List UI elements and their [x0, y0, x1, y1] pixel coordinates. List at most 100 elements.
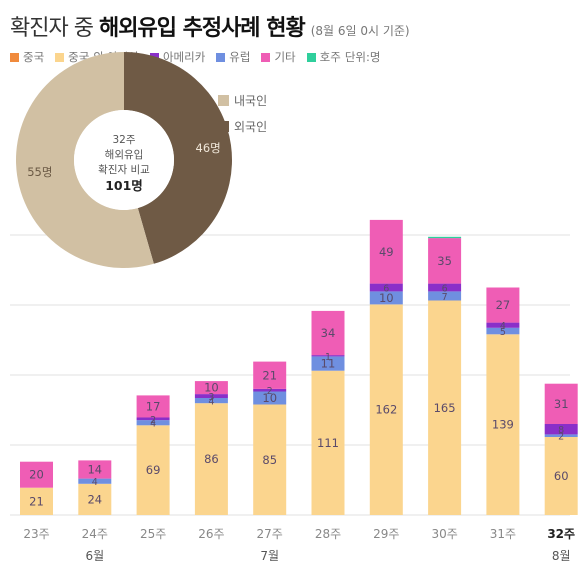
- bar-segment: [428, 236, 462, 239]
- legend-label: 기타: [274, 50, 296, 64]
- data-label: 111: [317, 436, 339, 450]
- legend-swatch: [55, 52, 65, 62]
- data-label: 2: [267, 386, 273, 397]
- month-label: 6월: [85, 549, 104, 563]
- bar-segment: [486, 287, 520, 323]
- bar-segment: [253, 388, 287, 392]
- x-tick-label: 27주: [257, 527, 283, 541]
- legend-swatch: [306, 52, 316, 62]
- bar-segment: [194, 403, 228, 515]
- bar-segment: [544, 383, 578, 424]
- pie-legend-swatch: [218, 95, 229, 106]
- legend-swatch: [216, 52, 226, 62]
- month-label: 8월: [552, 549, 571, 563]
- x-tick-label: 29주: [373, 527, 399, 541]
- pie-slice: [124, 52, 232, 264]
- data-label: 14: [87, 463, 102, 477]
- bar-segment: [78, 460, 112, 479]
- data-label: 165: [434, 401, 456, 415]
- data-label: 4: [92, 477, 98, 488]
- bar-segment: [369, 219, 403, 284]
- legend-swatch: [10, 52, 19, 62]
- pie-legend-label: 내국인: [234, 94, 267, 108]
- bar-segment: [369, 304, 403, 515]
- bar-segment: [428, 283, 462, 292]
- bar-segment: [311, 355, 345, 357]
- legend-swatch: [261, 52, 271, 62]
- pie-legend-label: 외국인: [234, 120, 267, 134]
- legend-label: 호주: [319, 50, 341, 64]
- bar-segment: [428, 291, 462, 301]
- x-tick-label: 26주: [198, 527, 224, 541]
- bar-segment: [136, 420, 170, 426]
- data-label: 86: [204, 452, 219, 466]
- x-tick-label: 30주: [431, 527, 457, 541]
- data-label: 162: [375, 403, 397, 417]
- data-label: 34: [321, 326, 336, 340]
- data-label: 3: [208, 392, 214, 403]
- title-part2: 해외유입 추정사례 현황: [98, 16, 306, 41]
- bar-segment: [253, 404, 287, 515]
- data-label: 69: [146, 463, 161, 477]
- legend-item: 기타: [261, 49, 296, 65]
- month-label: 7월: [260, 549, 279, 563]
- bar-segment: [194, 394, 228, 398]
- legend-item: 중국: [10, 49, 44, 65]
- bar-segment: [311, 370, 345, 515]
- x-tick-label: 32주: [547, 527, 575, 541]
- data-label: 31: [554, 397, 569, 411]
- bar-segment: [194, 381, 228, 395]
- donut-center-text: 확진자 비교: [98, 163, 150, 176]
- data-label: 2: [150, 415, 156, 426]
- data-label: 11: [321, 357, 336, 371]
- bar-segment: [136, 425, 170, 515]
- bar-segment: [253, 361, 287, 389]
- bar-segment: [544, 437, 578, 515]
- data-label: 4: [208, 397, 214, 408]
- bar-segment: [136, 417, 170, 421]
- data-label: 21: [29, 494, 44, 508]
- data-label: 2: [558, 432, 564, 443]
- bar-segment: [428, 238, 462, 284]
- data-label: 20: [29, 468, 44, 482]
- x-tick-label: 24주: [82, 527, 108, 541]
- legend-item: 호주 단위:명: [306, 49, 381, 65]
- bar-segment: [253, 391, 287, 405]
- legend-label: 유럽: [229, 50, 251, 64]
- x-tick-label: 25주: [140, 527, 166, 541]
- bar-segment: [428, 300, 462, 515]
- bar-segment: [20, 461, 53, 488]
- data-label: 24: [87, 492, 102, 506]
- bar-segment: [20, 487, 53, 515]
- data-label: 5: [500, 327, 506, 338]
- x-tick-label: 23주: [23, 527, 49, 541]
- bar-segment: [486, 327, 520, 335]
- bar-segment: [544, 434, 578, 437]
- data-label: 27: [496, 298, 511, 312]
- title-note: (8월 6일 0시 기준): [310, 24, 410, 38]
- bar-segment: [311, 310, 345, 356]
- pie-legend-swatch: [218, 121, 229, 132]
- data-label: 60: [554, 469, 569, 483]
- pie-value-label: 46명: [196, 141, 221, 155]
- bar-segment: [486, 334, 520, 515]
- data-label: 8: [558, 425, 564, 436]
- donut-center-text: 101명: [105, 178, 143, 193]
- data-label: 10: [379, 291, 394, 305]
- x-tick-label: 31주: [490, 527, 516, 541]
- legend-label: 아메리카: [162, 50, 206, 64]
- title-part1: 확진자 중: [10, 16, 94, 41]
- x-tick-label: 28주: [315, 527, 341, 541]
- bar-segment: [78, 478, 112, 484]
- data-label: 6: [442, 284, 448, 295]
- bar-segment: [544, 424, 578, 435]
- legend-label: 중국: [23, 50, 45, 64]
- donut-center-text: 해외유입: [105, 148, 144, 161]
- donut-hole: [74, 110, 174, 210]
- legend-item: 유럽: [216, 49, 250, 65]
- data-label: 139: [492, 418, 514, 432]
- legend-unit: 단위:명: [344, 50, 381, 64]
- data-label: 85: [262, 453, 277, 467]
- page-title: 확진자 중 해외유입 추정사례 현황 (8월 6일 0시 기준): [10, 10, 410, 42]
- data-label: 49: [379, 245, 394, 259]
